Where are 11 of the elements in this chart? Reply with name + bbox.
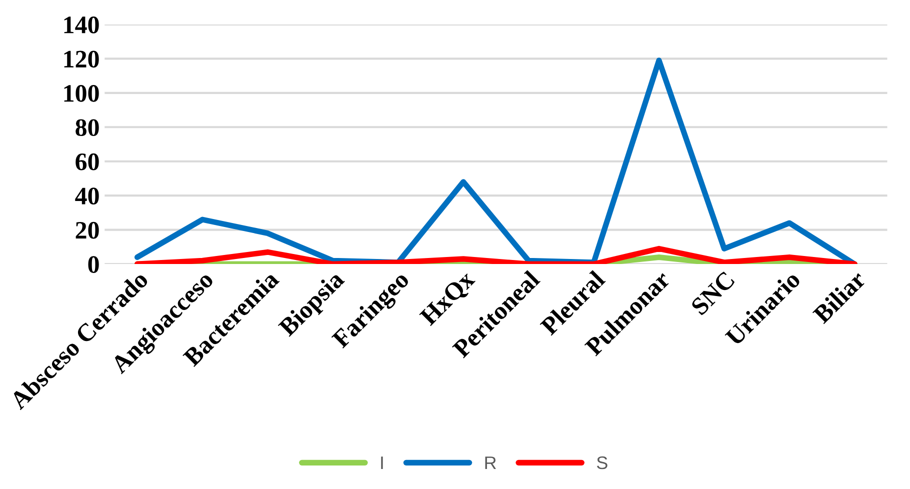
y-tick-label: 0 <box>88 256 99 273</box>
y-tick-label: 140 <box>64 16 99 34</box>
y-tick-label: 80 <box>76 119 99 136</box>
y-tick-label: 100 <box>64 84 99 102</box>
y-tick-label: 60 <box>76 153 99 170</box>
legend-label: R <box>485 456 496 470</box>
y-tick-label: 40 <box>75 188 99 205</box>
legend-label: S <box>596 456 608 470</box>
y-tick-label: 120 <box>64 50 99 68</box>
y-tick-label: 20 <box>76 222 99 239</box>
legend-label: I <box>381 456 383 470</box>
